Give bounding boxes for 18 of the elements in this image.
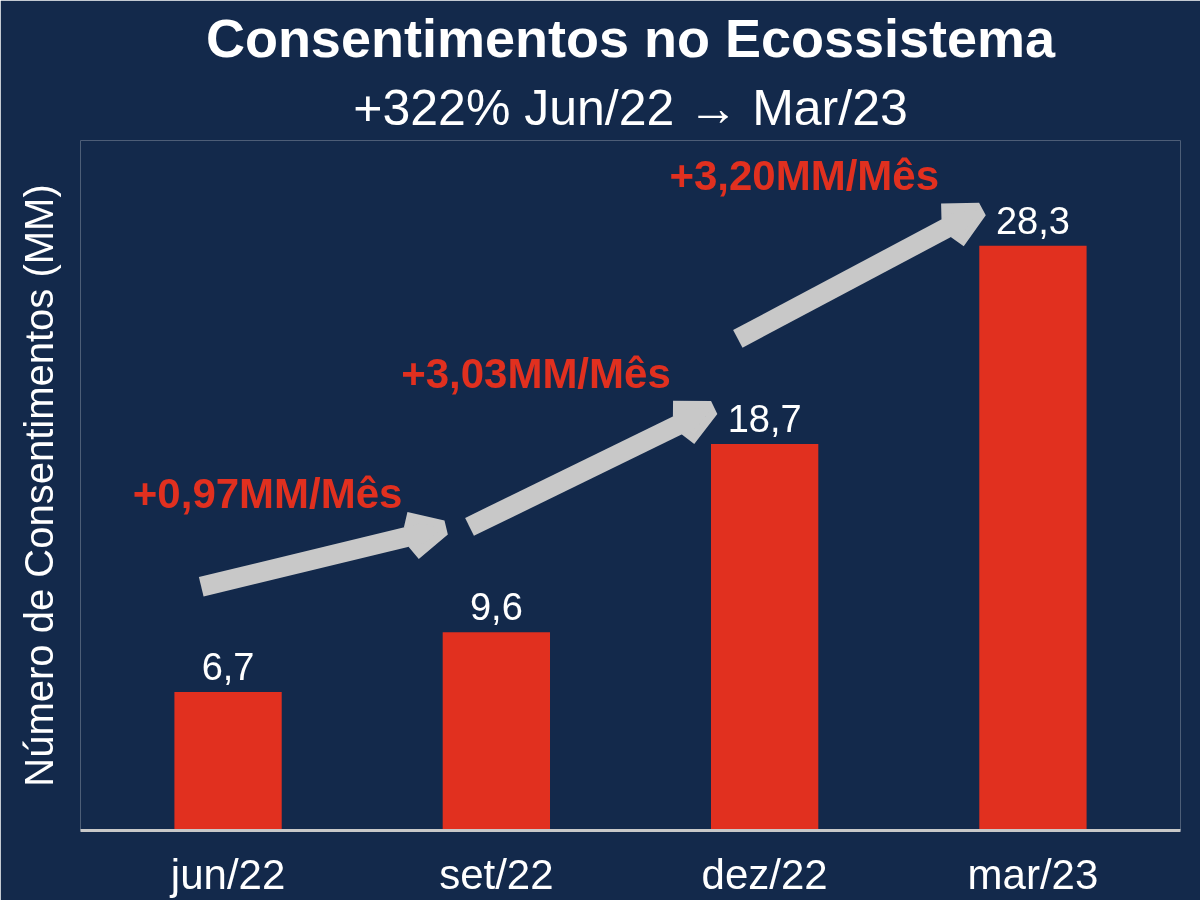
x-tick-label: jun/22 xyxy=(168,850,286,898)
x-tick-label: dez/22 xyxy=(701,850,828,898)
bar xyxy=(710,444,819,831)
x-tick-label: mar/23 xyxy=(967,850,1099,898)
chart-title: Consentimentos no Ecossistema xyxy=(205,7,1057,68)
chart-subtitle: +322% Jun/22 → Mar/23 xyxy=(353,79,908,136)
data-label: 28,3 xyxy=(995,199,1070,242)
bar xyxy=(442,632,551,831)
data-label: 6,7 xyxy=(201,646,255,689)
annotation: +0,97MM/Mês xyxy=(132,469,403,517)
x-tick-label: set/22 xyxy=(439,850,554,898)
text: +3,20MM/Mês xyxy=(669,151,940,199)
y-axis-title: Número de Consentimentos (MM) xyxy=(16,184,61,787)
data-label: 9,6 xyxy=(469,586,523,629)
annotation: +3,03MM/Mês xyxy=(401,350,671,398)
bar xyxy=(174,692,282,831)
bar xyxy=(979,245,1087,831)
data-label: 18,7 xyxy=(727,398,802,441)
